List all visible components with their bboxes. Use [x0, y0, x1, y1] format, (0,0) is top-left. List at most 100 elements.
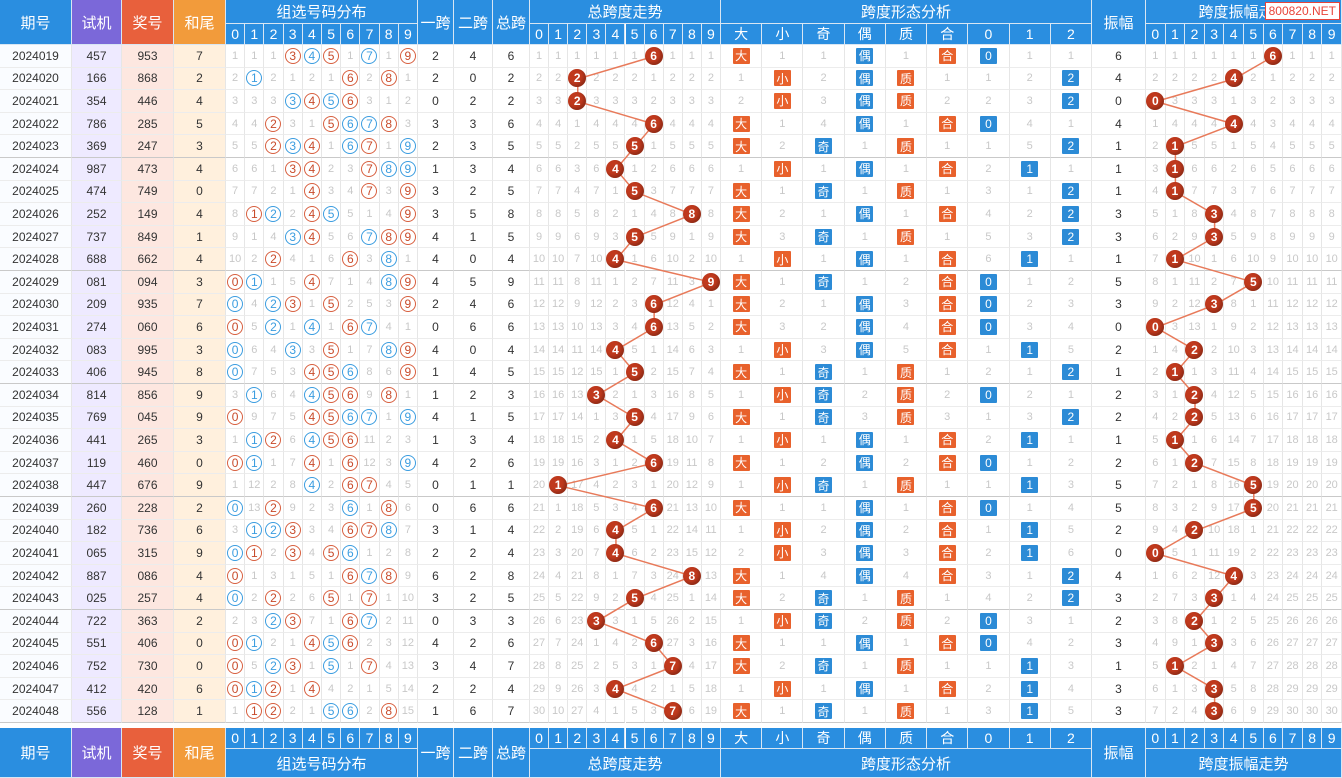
shape-cell: 1 [1009, 45, 1051, 68]
dist-cell: 6 [226, 158, 246, 181]
row-period: 2024045 [0, 632, 72, 656]
shape-cell: 1 [721, 519, 763, 543]
test-digit-ring: 0 [227, 499, 244, 516]
dist-cell: 9 [398, 45, 418, 68]
shape-cell: 1 [927, 587, 969, 610]
dist-cell: 5 [245, 655, 265, 678]
span-cell: 3 [549, 90, 569, 113]
span-cell: 7 [587, 542, 607, 565]
drawn-digit-ring: 1 [246, 205, 263, 222]
shape-cell: 2 [1050, 451, 1092, 475]
amp-cell: 21 [1302, 497, 1323, 520]
amp-cell: 4 [1165, 519, 1186, 543]
span-cell: 24 [568, 632, 588, 656]
shape-cell: 偶 [844, 338, 886, 362]
shape-cell: 1 [1050, 429, 1092, 452]
shape-tag: 1 [1021, 477, 1039, 494]
amp-cell: 17 [1283, 406, 1303, 430]
span-cell: 6 [644, 45, 664, 68]
row-total-span: 5 [493, 135, 530, 158]
dist-cell: 2 [264, 293, 284, 317]
amp-cell: 1 [1185, 45, 1205, 68]
span-ball: 5 [625, 182, 644, 201]
shape-cell: 4 [1009, 112, 1051, 136]
amp-cell: 4 [1244, 587, 1264, 610]
span-ball: 7 [663, 656, 682, 675]
amp-cell: 2 [1185, 655, 1205, 678]
row-total-span: 5 [493, 225, 530, 249]
amp-cell: 15 [1283, 361, 1303, 384]
shape-tag: 小 [773, 522, 791, 539]
shape-tag: 大 [732, 499, 750, 516]
row-span-2: 0 [454, 248, 493, 271]
drawn-digit-ring: 4 [303, 364, 320, 381]
span-cell: 2 [625, 632, 645, 656]
row-test-number: 752 [72, 655, 122, 678]
span-cell: 27 [568, 700, 588, 723]
amp-cell: 4 [1146, 180, 1166, 204]
row-draw-number: 247 [122, 135, 174, 158]
dist-cell: 5 [322, 406, 342, 430]
dist-cell: 9 [226, 225, 246, 249]
amplitude-ball: 5 [1244, 498, 1263, 517]
row-span-1: 0 [418, 610, 454, 633]
shape-tag: 1 [1021, 680, 1039, 697]
dist-cell: 12 [398, 632, 418, 656]
footer-zongkua: 总跨 [493, 728, 530, 778]
amp-cell: 1 [1165, 158, 1186, 181]
dist-cell: 5 [322, 632, 342, 656]
row-draw-number: 935 [122, 293, 174, 317]
dist-cell: 2 [264, 474, 284, 497]
test-digit-ring: 6 [342, 409, 359, 426]
shape-tag: 0 [979, 612, 997, 629]
row-amplitude: 0 [1092, 316, 1146, 339]
row-span-2: 2 [454, 451, 493, 475]
row-draw-number: 257 [122, 587, 174, 610]
shape-tag: 1 [1021, 341, 1039, 358]
dist-cell: 9 [398, 203, 418, 226]
row-span-2: 5 [454, 271, 493, 294]
dist-cell: 7 [360, 655, 380, 678]
dist-cell: 0 [226, 655, 246, 678]
dist-cell: 1 [245, 225, 265, 249]
amp-cell: 1 [1185, 361, 1205, 384]
row-sum-tail: 0 [174, 180, 226, 204]
shape-cell: 1 [721, 610, 763, 633]
shape-cell: 大 [721, 361, 763, 384]
footer-amp-col: 4 [1224, 728, 1244, 749]
dist-cell: 9 [398, 271, 418, 294]
dist-cell: 9 [360, 384, 380, 407]
dist-cell: 8 [379, 564, 399, 588]
dist-cell: 4 [245, 112, 265, 136]
dist-cell: 2 [360, 67, 380, 91]
header-amp-col: 9 [1322, 24, 1342, 45]
shape-cell: 3 [762, 316, 804, 339]
amp-cell: 4 [1185, 700, 1205, 723]
span-ball: 4 [606, 521, 625, 540]
span-cell: 22 [568, 587, 588, 610]
dist-cell: 1 [360, 203, 380, 226]
shape-tag: 合 [938, 567, 956, 584]
drawn-digit-ring: 6 [342, 612, 359, 629]
amp-cell: 1 [1224, 587, 1244, 610]
amp-cell: 3 [1204, 361, 1225, 384]
amp-cell: 6 [1244, 632, 1264, 656]
row-sum-tail: 4 [174, 158, 226, 181]
dist-cell: 3 [322, 497, 342, 520]
span-cell: 5 [682, 135, 702, 158]
amp-cell: 2 [1185, 610, 1205, 633]
shape-cell: 2 [1009, 587, 1051, 610]
row-span-1: 2 [418, 542, 454, 565]
drawn-digit-ring: 0 [227, 567, 244, 584]
drawn-digit-ring: 3 [284, 47, 301, 64]
footer-span-col: 7 [663, 728, 683, 749]
amp-cell: 1 [1302, 45, 1323, 68]
span-cell: 15 [549, 361, 569, 384]
span-cell: 3 [530, 90, 550, 113]
amp-cell: 28 [1302, 655, 1323, 678]
dist-cell: 3 [379, 180, 399, 204]
dist-cell: 10 [398, 587, 418, 610]
amp-cell: 4 [1244, 112, 1264, 136]
span-cell: 6 [625, 542, 645, 565]
shape-cell: 1 [762, 45, 804, 68]
